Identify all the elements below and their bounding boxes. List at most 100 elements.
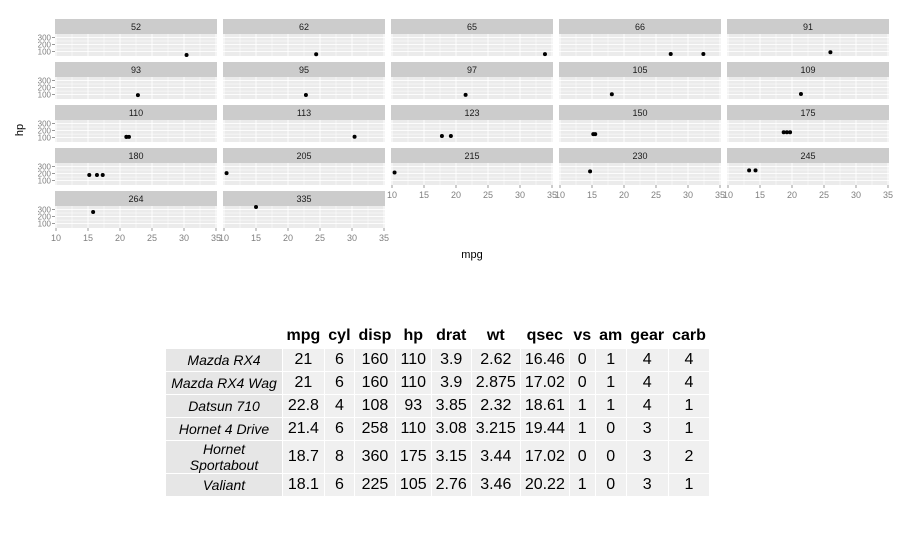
column-header-carb: carb	[668, 324, 710, 349]
x-tick-label: 15	[587, 190, 597, 200]
facet-strip	[727, 148, 889, 163]
data-point	[542, 52, 547, 57]
table-cell: 3.85	[430, 394, 472, 418]
column-header-mpg: mpg	[282, 324, 325, 349]
table-cell: 19.44	[519, 417, 570, 441]
x-tick-label: 10	[555, 190, 565, 200]
facet-strip	[55, 191, 217, 206]
y-tick-label: 300	[38, 76, 52, 85]
facet-strip-label: 264	[128, 194, 143, 204]
facet-strip-label: 215	[464, 151, 479, 161]
table-cell: 93	[394, 394, 432, 418]
data-point	[224, 171, 229, 176]
table-cell: 3.44	[470, 440, 521, 474]
y-axis-title: hp	[14, 124, 26, 136]
table-cell: 2	[667, 440, 711, 474]
facet-panel-66: 66	[559, 19, 721, 57]
column-header-cyl: cyl	[324, 324, 355, 349]
row-name: Hornet Sportabout	[165, 440, 283, 474]
data-point	[588, 169, 593, 174]
column-header-hp: hp	[395, 324, 432, 349]
table-cell: 1	[594, 371, 627, 395]
facet-panel-123: 123	[391, 105, 553, 142]
data-point	[126, 134, 131, 139]
data-point	[94, 172, 99, 177]
facet-strip-label: 230	[632, 151, 647, 161]
table-cell: 225	[354, 473, 396, 497]
table-cell: 18.7	[282, 440, 325, 474]
facet-panel-91: 91	[727, 19, 889, 56]
table-cell: 17.02	[519, 371, 570, 395]
facet-panel-95: 95	[223, 62, 385, 99]
table-row: Datsun 710 22.8 4 108 93 3.85 2.32 18.61 1 1 4 1	[165, 394, 711, 418]
table-cell: 108	[354, 394, 396, 418]
table-cell: 3.9	[430, 371, 472, 395]
table-cell: 21	[282, 348, 325, 372]
data-point	[747, 168, 752, 173]
table-cell: 1	[667, 417, 711, 441]
row-name: Mazda RX4 Wag	[165, 371, 283, 395]
facet-panel-105: 105	[559, 62, 721, 99]
y-tick-label: 300	[38, 33, 52, 42]
table-cell: 0	[594, 440, 627, 474]
column-header-disp: disp	[354, 324, 396, 349]
data-point	[184, 53, 189, 57]
facet-strip-label: 93	[131, 65, 141, 75]
table-cell: 17.02	[519, 440, 570, 474]
table-cell: 3.08	[430, 417, 472, 441]
x-tick-label: 30	[683, 190, 693, 200]
table-cell: 2.62	[470, 348, 521, 372]
facet-strip-label: 150	[632, 108, 647, 118]
table-cell: 175	[394, 440, 432, 474]
x-tick-label: 20	[283, 233, 293, 243]
x-tick-label: 25	[147, 233, 157, 243]
table-cell: 258	[354, 417, 396, 441]
data-point	[701, 52, 706, 57]
table-cell: 3.15	[430, 440, 472, 474]
row-name: Datsun 710	[165, 394, 283, 418]
x-tick-label: 30	[851, 190, 861, 200]
table-corner	[165, 324, 283, 349]
data-point	[352, 134, 357, 139]
data-point	[781, 130, 786, 135]
data-point	[303, 92, 308, 97]
x-tick-label: 35	[715, 190, 725, 200]
row-name: Hornet 4 Drive	[165, 417, 283, 441]
x-tick-label: 30	[347, 233, 357, 243]
data-point	[591, 132, 596, 137]
table-cell: 4	[625, 348, 669, 372]
data-point	[254, 205, 258, 209]
facet-panel-230: 230 10 15 20 25 30 35	[555, 148, 725, 200]
table-cell: 4	[625, 394, 669, 418]
table-cell: 2.875	[470, 371, 521, 395]
table-cell: 21	[282, 371, 325, 395]
facet-strip-label: 95	[299, 65, 309, 75]
x-tick-label: 30	[515, 190, 525, 200]
table-cell: 6	[323, 348, 356, 372]
y-tick-label: 300	[38, 119, 52, 128]
x-tick-label: 25	[483, 190, 493, 200]
data-point	[392, 170, 397, 175]
x-tick-label: 15	[419, 190, 429, 200]
facet-strip	[223, 105, 385, 120]
facet-strip-label: 105	[632, 65, 647, 75]
facet-strip-label: 52	[131, 22, 141, 32]
facet-strip	[391, 148, 553, 163]
facet-strip	[559, 105, 721, 120]
table-cell: 20.22	[519, 473, 570, 497]
table-cell: 160	[354, 348, 396, 372]
table-cell: 0	[568, 371, 596, 395]
table-cell: 16.46	[519, 348, 570, 372]
data-point	[753, 168, 758, 173]
table-cell: 6	[323, 371, 356, 395]
table-row: Mazda RX4 Wag 21 6 160 110 3.9 2.875 17.02 0 1 4 4	[165, 371, 711, 395]
y-tick-label: 200	[38, 41, 52, 50]
table-cell: 21.4	[282, 417, 325, 441]
table-cell: 1	[568, 394, 596, 418]
y-tick-label: 100	[38, 177, 52, 186]
facet-strip	[391, 105, 553, 120]
table-row: Mazda RX4 21 6 160 110 3.9 2.62 16.46 0 1 4 4	[165, 348, 711, 372]
